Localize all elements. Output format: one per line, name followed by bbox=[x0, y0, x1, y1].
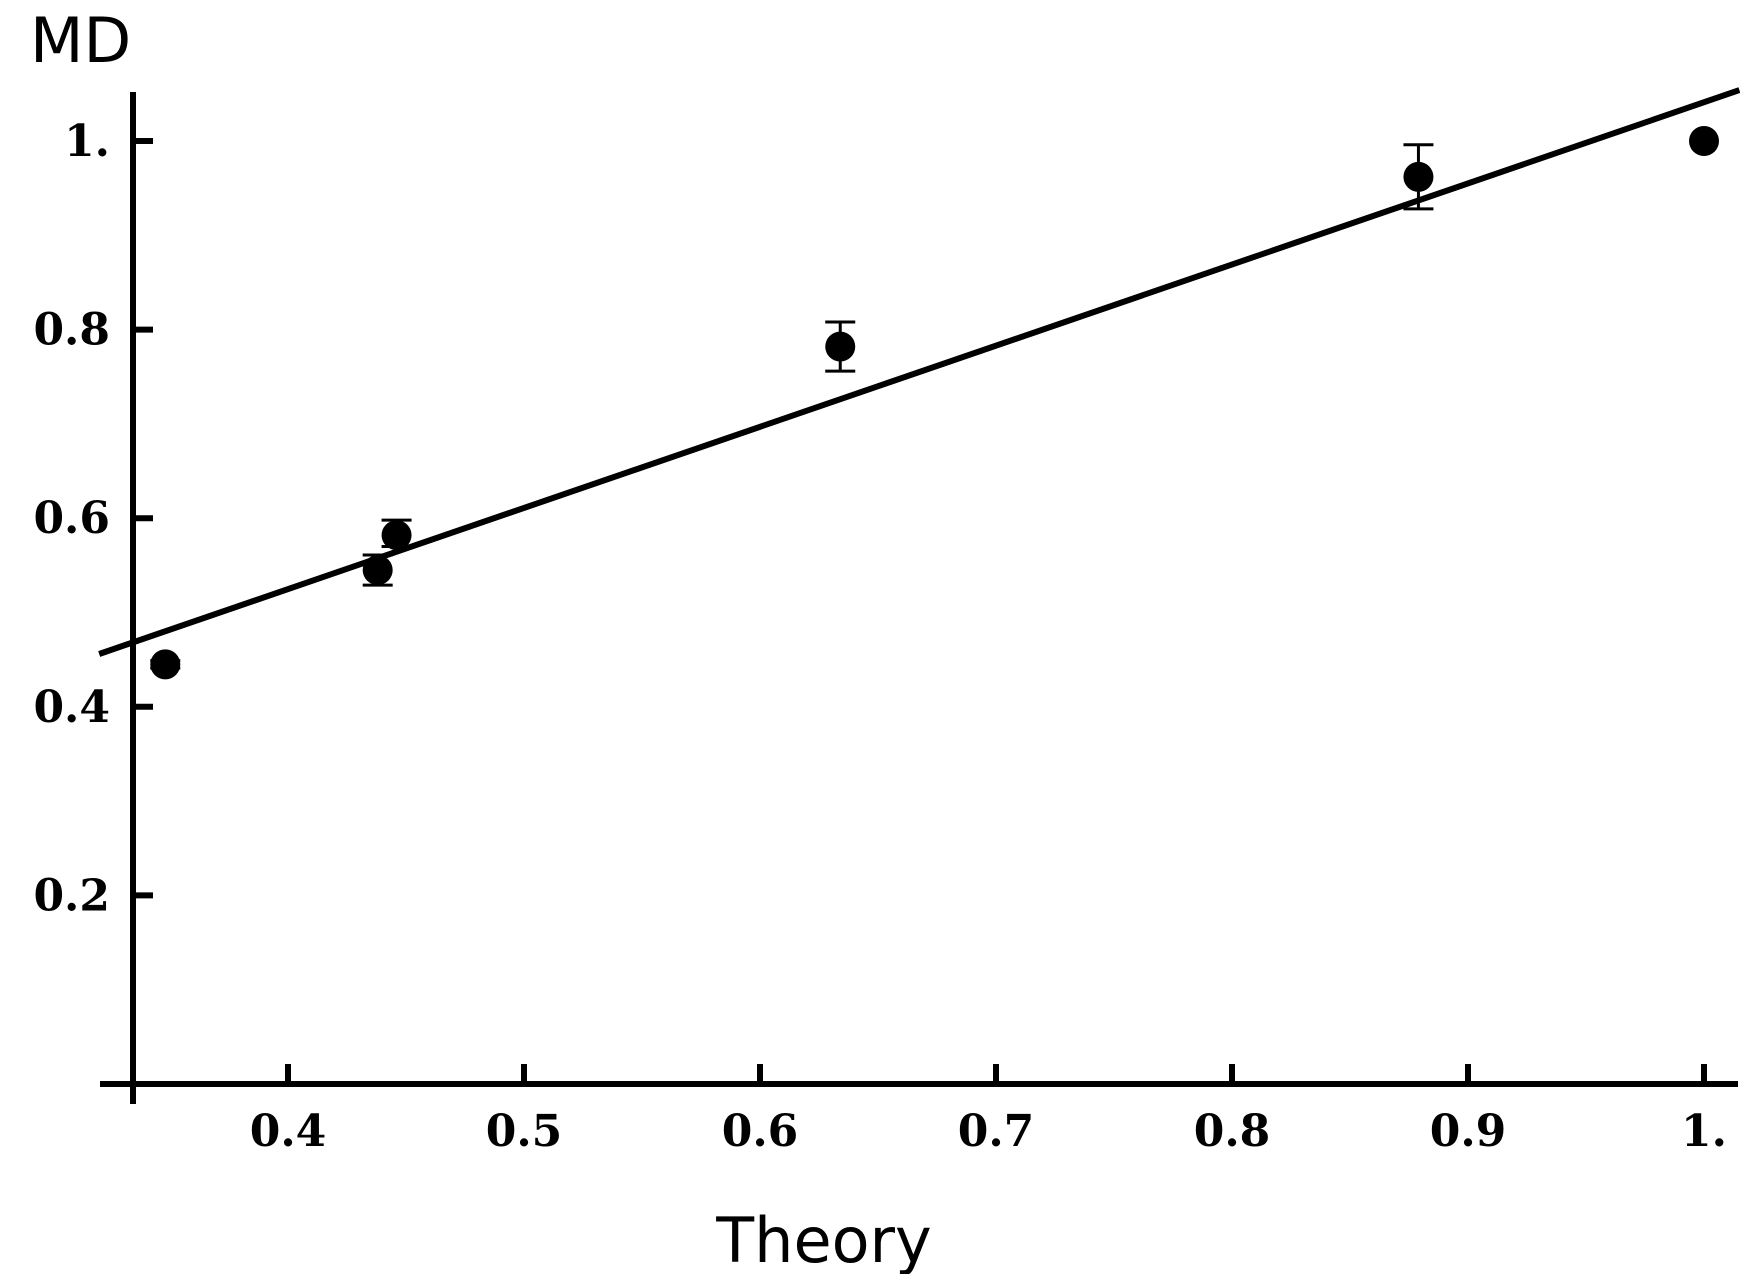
x-tick-label: 0.9 bbox=[1430, 1106, 1507, 1157]
data-point bbox=[362, 555, 393, 586]
x-axis-title: Theory bbox=[715, 1204, 931, 1274]
x-tick-label: 0.8 bbox=[1194, 1106, 1271, 1157]
y-tick-label: 0.2 bbox=[33, 870, 110, 921]
y-axis-title: MD bbox=[30, 4, 131, 77]
plot-layer bbox=[98, 87, 1740, 680]
y-tick-label: 0.8 bbox=[33, 305, 110, 356]
axes-layer: 0.4 0.5 0.6 0.7 0.8 0.9 1. 0.2 0.4 0.6 0.8 1. bbox=[33, 92, 1738, 1157]
fit-line bbox=[98, 87, 1740, 657]
x-tick-label: 0.4 bbox=[250, 1106, 327, 1157]
data-point bbox=[381, 520, 412, 551]
data-point bbox=[150, 649, 181, 680]
y-tick-label: 0.6 bbox=[33, 493, 110, 544]
x-tick-label: 0.6 bbox=[722, 1106, 799, 1157]
y-tick-label: 1. bbox=[64, 116, 110, 167]
x-tick-label: 1. bbox=[1681, 1106, 1727, 1157]
x-tick-label: 0.7 bbox=[958, 1106, 1035, 1157]
data-point bbox=[1403, 161, 1434, 192]
y-tick-label: 0.4 bbox=[33, 682, 110, 733]
data-point bbox=[825, 331, 856, 362]
x-tick-label: 0.5 bbox=[486, 1106, 563, 1157]
data-point bbox=[1689, 126, 1719, 156]
